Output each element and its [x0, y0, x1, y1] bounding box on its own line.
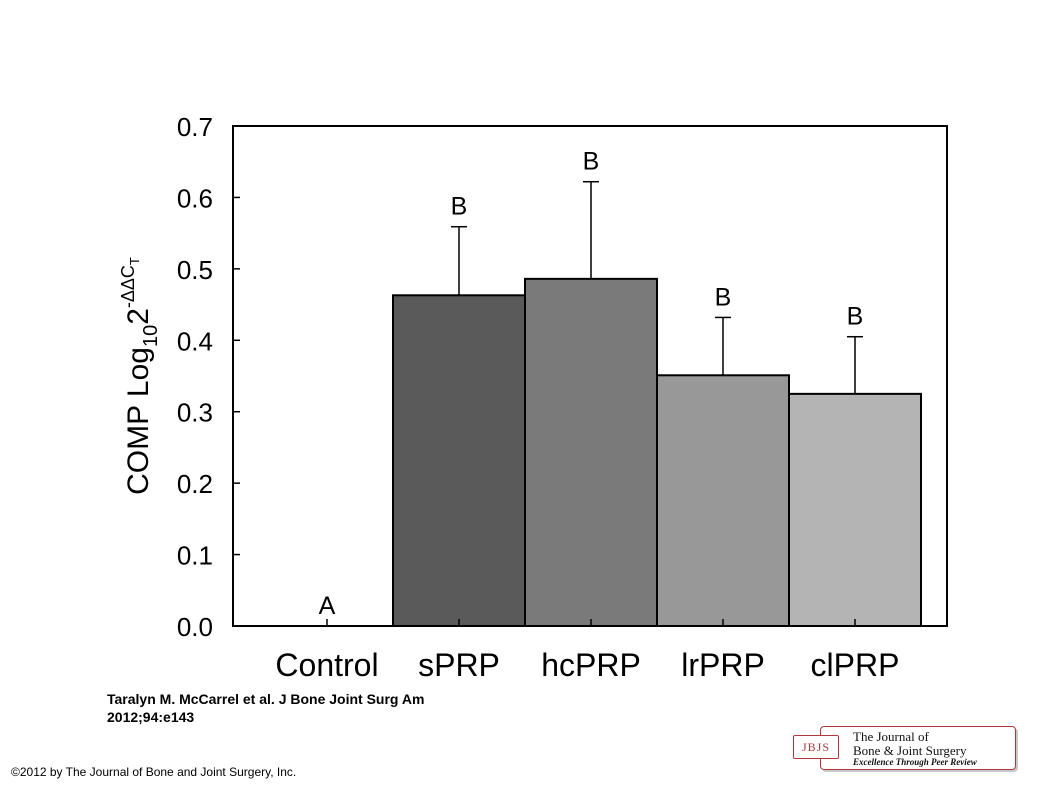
x-tick-label-hcprp: hcPRP	[541, 647, 641, 683]
error-bars-layer	[451, 180, 863, 394]
x-tick-label-sprp: sPRP	[418, 647, 500, 683]
citation-line-2: 2012;94:e143	[107, 709, 195, 725]
bar-hcprp	[524, 277, 658, 627]
logo-title-line-2: Bone & Joint Surgery	[853, 743, 967, 758]
y-axis-label-main: COMP Log	[122, 347, 155, 495]
significance-letter-hcprp: B	[583, 148, 600, 176]
logo-title-line-1: The Journal of	[853, 729, 929, 744]
y-tick-label: 0.4	[177, 326, 213, 356]
logo-tagline: Excellence Through Peer Review	[853, 757, 977, 767]
significance-letter-clprp: B	[847, 303, 864, 331]
y-tick-label: 0.0	[177, 612, 213, 642]
copyright-notice: ©2012 by The Journal of Bone and Joint S…	[11, 765, 297, 779]
x-tick-label-clprp: clPRP	[811, 647, 900, 683]
citation-line-1: Taralyn M. McCarrel et al. J Bone Joint …	[107, 691, 425, 707]
plot-frame	[232, 125, 948, 627]
y-axis-label-subscript: 10	[140, 325, 162, 347]
y-tick-label: 0.7	[177, 112, 213, 142]
y-axis-label-superscript: -ΔΔC	[118, 265, 138, 308]
y-tick-label: 0.3	[177, 398, 213, 428]
y-tick-label: 0.2	[177, 469, 213, 499]
y-tick-label: 0.5	[177, 255, 213, 285]
significance-letter-control: A	[319, 592, 336, 620]
x-tick-label-lrprp: lrPRP	[681, 647, 765, 683]
y-tick-label: 0.6	[177, 183, 213, 213]
bar-sprp	[392, 294, 526, 627]
y-axis-label-base: 2	[122, 308, 155, 325]
y-tick-label: 0.1	[177, 541, 213, 571]
significance-letter-lrprp: B	[715, 283, 732, 311]
x-tick-label-control: Control	[275, 647, 378, 683]
y-axis-label-superscript-sub: T	[127, 257, 142, 265]
svg-text:COMP Log102-ΔΔCT: COMP Log102-ΔΔCT	[118, 257, 162, 495]
bars-layer	[392, 277, 922, 627]
ticks-layer	[233, 125, 856, 627]
citation: Taralyn M. McCarrel et al. J Bone Joint …	[107, 690, 424, 726]
logo-mark: JBJS	[793, 735, 839, 759]
bar-lrprp	[656, 374, 790, 627]
bar-clprp	[788, 392, 922, 627]
y-axis-label: COMP Log102-ΔΔCT	[118, 257, 162, 495]
jbjs-logo: JBJS The Journal of Bone & Joint Surgery…	[790, 726, 1018, 772]
significance-letter-sprp: B	[451, 193, 468, 221]
